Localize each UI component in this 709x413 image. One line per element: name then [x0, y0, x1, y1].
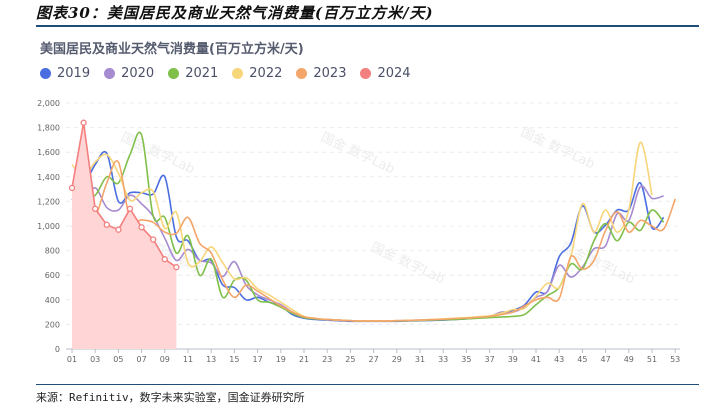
legend-marker — [168, 68, 180, 79]
data-point-2024 — [126, 205, 134, 212]
x-tick-label: 17 — [253, 355, 263, 364]
x-tick-label: 49 — [624, 355, 634, 364]
title-rule — [36, 25, 699, 27]
y-tick-label: 200 — [45, 320, 60, 329]
source-rule — [36, 384, 699, 385]
x-tick-label: 09 — [160, 355, 170, 364]
x-tick-label: 25 — [345, 355, 355, 364]
x-tick-label: 05 — [113, 355, 123, 364]
legend-label: 2021 — [185, 66, 219, 81]
data-point-2024 — [80, 119, 87, 126]
data-point-2024 — [161, 256, 168, 263]
x-tick-label: 45 — [577, 355, 587, 364]
legend-label: 2024 — [377, 66, 411, 81]
x-tick-label: 35 — [461, 355, 471, 364]
legend: 2019 2020 2021 2022 2023 2024 — [40, 66, 411, 81]
x-tick-label: 13 — [206, 355, 216, 364]
data-point-2024 — [138, 224, 145, 231]
x-tick-label: 47 — [601, 355, 611, 364]
y-tick-label: 2,000 — [37, 99, 60, 108]
y-tick-label: 1,600 — [37, 148, 60, 157]
watermark: 国金 数字Lab — [558, 239, 637, 287]
x-tick-label: 33 — [438, 355, 448, 364]
source-note: 来源：Refinitiv，数字未来实验室，国金证券研究所 — [36, 391, 305, 404]
watermark: 国金 数字Lab — [318, 129, 397, 177]
y-tick-label: 1,800 — [37, 124, 60, 133]
series-line-2024 — [71, 122, 177, 268]
x-tick-label: 41 — [531, 355, 541, 364]
legend-marker — [104, 68, 116, 79]
watermark: 国金 数字Lab — [368, 239, 447, 287]
data-point-2024 — [92, 205, 99, 212]
x-tick-label: 29 — [392, 355, 402, 364]
x-tick-label: 43 — [554, 355, 564, 364]
x-tick-label: 31 — [415, 355, 425, 364]
x-tick-label: 19 — [276, 355, 286, 364]
legend-marker — [40, 68, 51, 79]
x-tick-label: 51 — [647, 355, 657, 364]
legend-marker — [232, 68, 244, 79]
data-point-2024 — [103, 221, 110, 228]
y-tick-label: 0 — [55, 345, 60, 354]
legend-item-2022[interactable]: 2022 — [232, 66, 282, 81]
y-tick-label: 400 — [45, 296, 60, 305]
x-tick-label: 27 — [369, 355, 379, 364]
figure-title: 图表30：美国居民及商业天然气消费量(百万立方米/天) — [36, 4, 434, 22]
chart-title: 美国居民及商业天然气消费量(百万立方米/天) — [40, 42, 304, 57]
legend-label: 2022 — [249, 66, 283, 81]
x-tick-label: 37 — [485, 355, 495, 364]
y-tick-label: 1,200 — [37, 197, 60, 206]
x-tick-label: 07 — [137, 355, 147, 364]
legend-label: 2020 — [121, 66, 155, 81]
x-tick-label: 03 — [90, 355, 100, 364]
x-tick-label: 11 — [183, 355, 193, 364]
series-line-2023 — [71, 160, 676, 322]
data-point-2024 — [150, 236, 157, 243]
legend-marker — [360, 68, 372, 79]
y-tick-label: 600 — [45, 271, 60, 280]
legend-item-2024[interactable]: 2024 — [360, 66, 411, 81]
watermark: 国金 数字Lab — [518, 124, 597, 172]
x-tick-label: 39 — [508, 355, 518, 364]
data-point-2024 — [173, 264, 180, 271]
y-tick-label: 1,000 — [37, 222, 60, 231]
legend-label: 2019 — [57, 66, 91, 81]
legend-label: 2023 — [313, 66, 347, 81]
x-tick-label: 01 — [67, 355, 77, 364]
legend-item-2021[interactable]: 2021 — [168, 66, 218, 81]
x-tick-label: 15 — [229, 355, 239, 364]
y-tick-label: 800 — [45, 247, 60, 256]
x-tick-label: 23 — [322, 355, 332, 364]
legend-item-2023[interactable]: 2023 — [296, 66, 346, 81]
legend-item-2020[interactable]: 2020 — [104, 66, 154, 81]
x-tick-label: 21 — [299, 355, 309, 364]
x-tick-label: 53 — [670, 355, 680, 364]
series-area-2024 — [72, 122, 177, 350]
data-point-2024 — [115, 226, 122, 233]
data-point-2024 — [68, 184, 76, 192]
y-tick-label: 1,400 — [37, 173, 60, 182]
legend-marker — [296, 68, 308, 79]
legend-item-2019[interactable]: 2019 — [40, 66, 90, 81]
